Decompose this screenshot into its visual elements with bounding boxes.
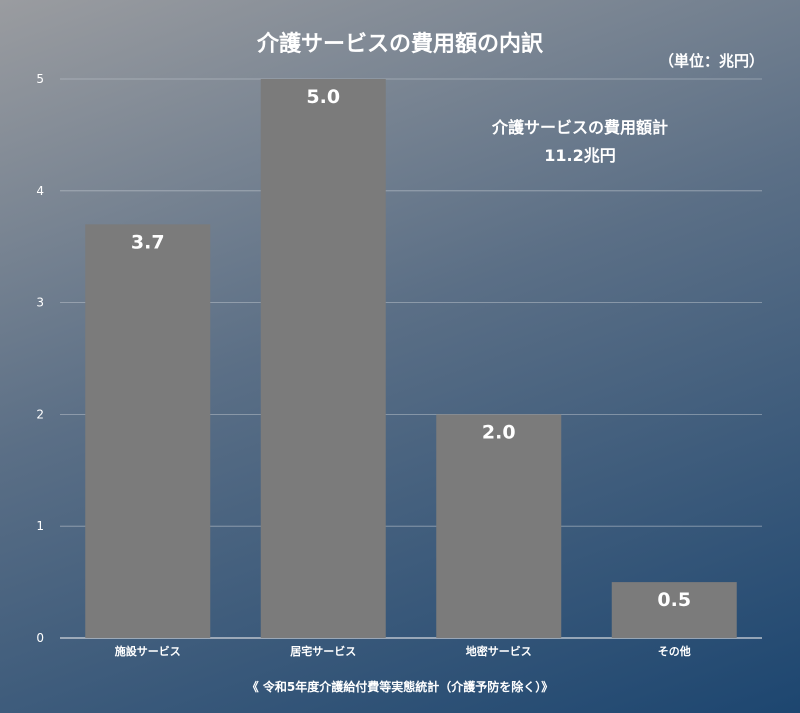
total-annotation: 介護サービスの費用額計 11.2兆円 <box>455 114 705 170</box>
y-tick-label: 4 <box>36 184 44 198</box>
source-note: 《 令和5年度介護給付費等実態統計（介護予防を除く）》 <box>246 680 554 694</box>
bar <box>85 224 211 638</box>
x-tick-label: 地密サービス <box>466 644 532 658</box>
x-tick-label: 居宅サービス <box>290 644 356 658</box>
bar-value-label: 3.7 <box>131 231 165 253</box>
x-tick-label: その他 <box>658 644 691 658</box>
y-tick-label: 2 <box>36 407 44 421</box>
y-tick-label: 5 <box>36 72 44 86</box>
chart-title: 介護サービスの費用額の内訳 <box>256 32 543 57</box>
bar-value-label: 5.0 <box>306 86 340 108</box>
unit-label: （単位：兆円） <box>658 52 764 70</box>
y-tick-label: 0 <box>36 631 44 645</box>
bar-value-label: 0.5 <box>657 589 691 611</box>
bar-value-label: 2.0 <box>482 421 516 443</box>
bar <box>611 582 737 638</box>
bar <box>436 414 562 638</box>
y-tick-label: 3 <box>36 296 44 310</box>
y-tick-label: 1 <box>36 519 44 533</box>
x-tick-label: 施設サービス <box>115 644 181 658</box>
total-value: 11.2兆円 <box>544 146 616 165</box>
total-label: 介護サービスの費用額計 <box>491 118 668 137</box>
bar <box>260 79 386 638</box>
